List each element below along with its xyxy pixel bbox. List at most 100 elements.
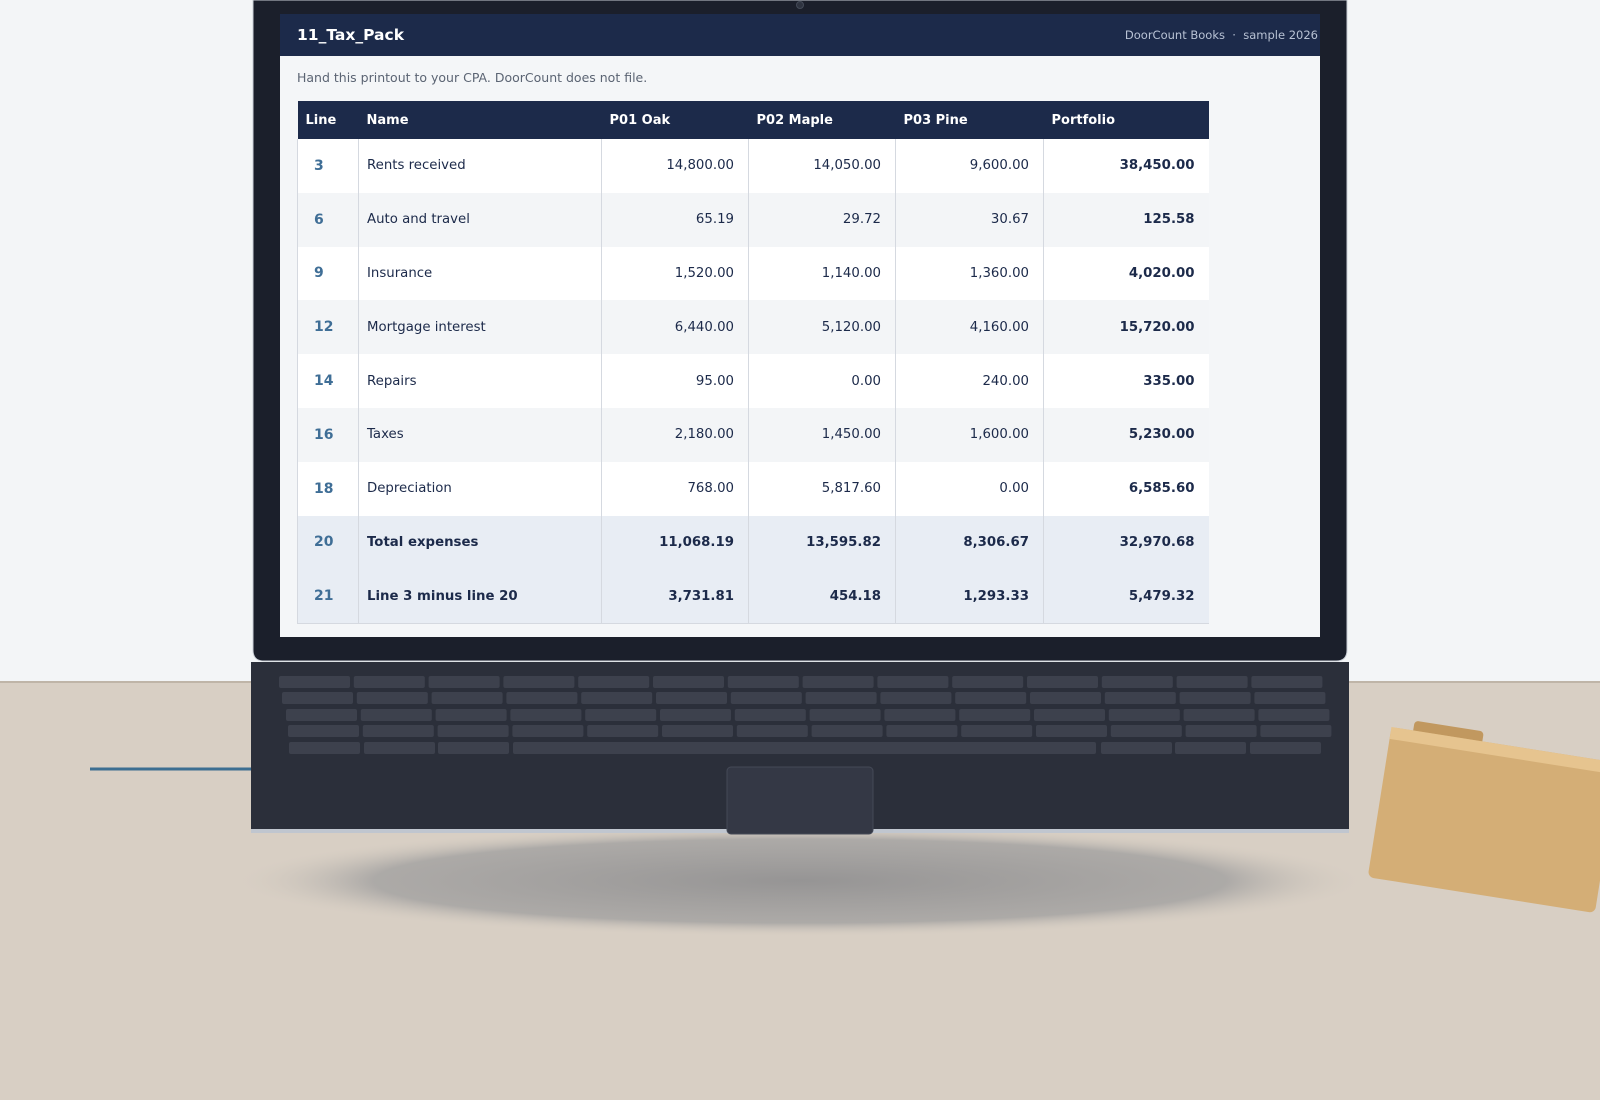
- row-name: Line 3 minus line 20: [358, 569, 602, 624]
- amount: 4,020.00: [1043, 246, 1209, 301]
- key: [886, 725, 958, 737]
- amount: 30.67: [895, 192, 1044, 247]
- amount: 6,585.60: [1043, 461, 1209, 516]
- amount: 11,068.19: [601, 515, 749, 570]
- table-row: 12 Mortgage interest 6,440.00 5,120.00 4,160…: [297, 300, 1209, 355]
- app-title: 11_Tax_Pack: [297, 26, 405, 44]
- key: [734, 709, 806, 721]
- amount: 2,180.00: [601, 407, 749, 462]
- key: [653, 676, 724, 688]
- key: [662, 725, 733, 737]
- column-header: Line: [297, 101, 359, 139]
- table-body: 3 Rents received 14,800.00 14,050.00 9,600.0…: [297, 139, 1209, 624]
- key: [1101, 676, 1173, 688]
- header-bar: 11_Tax_Pack DoorCount Books · sample 202…: [280, 14, 1320, 56]
- note: Hand this printout to your CPA. DoorCoun…: [297, 70, 648, 85]
- amount: 5,230.00: [1043, 407, 1209, 462]
- row-name: Taxes: [358, 407, 602, 462]
- line-number: 18: [297, 461, 359, 516]
- amount: 9,600.00: [895, 139, 1044, 193]
- key: [506, 692, 578, 704]
- header-meta: DoorCount Books · sample 2026: [1124, 28, 1318, 42]
- key: [513, 742, 1096, 754]
- key: [286, 709, 357, 721]
- key: [437, 725, 509, 737]
- key: [1030, 692, 1101, 704]
- amount: 32,970.68: [1043, 515, 1209, 570]
- key: [1185, 725, 1257, 737]
- amount: 1,293.33: [895, 569, 1044, 624]
- key: [510, 709, 582, 721]
- row-name: Auto and travel: [358, 192, 602, 247]
- amount: 38,450.00: [1043, 139, 1209, 193]
- key: [736, 725, 808, 737]
- key: [660, 709, 731, 721]
- column-header: P03 Pine: [895, 101, 1044, 139]
- row-name: Rents received: [358, 139, 602, 193]
- key: [877, 676, 949, 688]
- key: [1258, 709, 1330, 721]
- amount: 14,050.00: [748, 139, 896, 193]
- key: [587, 725, 659, 737]
- table-row: 20 Total expenses 11,068.19 13,595.82 8,306.…: [297, 515, 1209, 570]
- key: [952, 676, 1024, 688]
- key: [353, 676, 425, 688]
- key: [880, 692, 952, 704]
- key: [1101, 742, 1172, 754]
- table-row: 3 Rents received 14,800.00 14,050.00 9,600.0…: [297, 139, 1209, 193]
- amount: 1,360.00: [895, 246, 1044, 301]
- amount: 4,160.00: [895, 300, 1044, 355]
- key: [955, 692, 1027, 704]
- key: [802, 676, 874, 688]
- line-number: 12: [297, 300, 359, 355]
- amount: 65.19: [601, 192, 749, 247]
- key: [356, 692, 428, 704]
- table-row: 6 Auto and travel 65.19 29.72 30.67 125.58: [297, 192, 1209, 247]
- key: [1254, 692, 1326, 704]
- column-header: Portfolio: [1043, 101, 1209, 139]
- line-number: 3: [297, 139, 359, 193]
- key: [364, 742, 435, 754]
- table-row: 21 Line 3 minus line 20 3,731.81 454.18 1,29…: [297, 569, 1209, 624]
- amount: 5,817.60: [748, 461, 896, 516]
- amount: 5,120.00: [748, 300, 896, 355]
- amount: 5,479.32: [1043, 569, 1209, 624]
- amount: 335.00: [1043, 354, 1209, 408]
- key: [727, 676, 799, 688]
- key: [1250, 742, 1321, 754]
- key: [1175, 742, 1246, 754]
- line-number: 21: [297, 569, 359, 624]
- line-number: 9: [297, 246, 359, 301]
- amount: 0.00: [748, 354, 896, 408]
- column-header: P02 Maple: [748, 101, 896, 139]
- table-row: 14 Repairs 95.00 0.00 240.00 335.00: [297, 354, 1209, 408]
- amount: 768.00: [601, 461, 749, 516]
- key: [279, 676, 350, 688]
- trackpad: [726, 766, 874, 835]
- amount: 14,800.00: [601, 139, 749, 193]
- key: [1034, 709, 1105, 721]
- tax-table: Line Name P01 Oak P02 Maple P03 Pine Portfoli…: [297, 101, 1209, 624]
- line-number: 20: [297, 515, 359, 570]
- key: [435, 709, 507, 721]
- amount: 240.00: [895, 354, 1044, 408]
- key: [811, 725, 883, 737]
- key: [1036, 725, 1107, 737]
- amount: 125.58: [1043, 192, 1209, 247]
- line-number: 16: [297, 407, 359, 462]
- amount: 1,600.00: [895, 407, 1044, 462]
- amount: 8,306.67: [895, 515, 1044, 570]
- line-number: 6: [297, 192, 359, 247]
- key: [1179, 692, 1251, 704]
- key: [1110, 725, 1182, 737]
- key: [360, 709, 432, 721]
- header-row: Line Name P01 Oak P02 Maple P03 Pine Portfoli…: [297, 101, 1209, 139]
- keyboard: [279, 676, 1332, 754]
- key: [884, 709, 956, 721]
- key: [1027, 676, 1098, 688]
- key: [1251, 676, 1323, 688]
- key: [288, 725, 359, 737]
- amount: 29.72: [748, 192, 896, 247]
- key: [428, 676, 500, 688]
- table-row: 16 Taxes 2,180.00 1,450.00 1,600.00 5,230.00: [297, 407, 1209, 462]
